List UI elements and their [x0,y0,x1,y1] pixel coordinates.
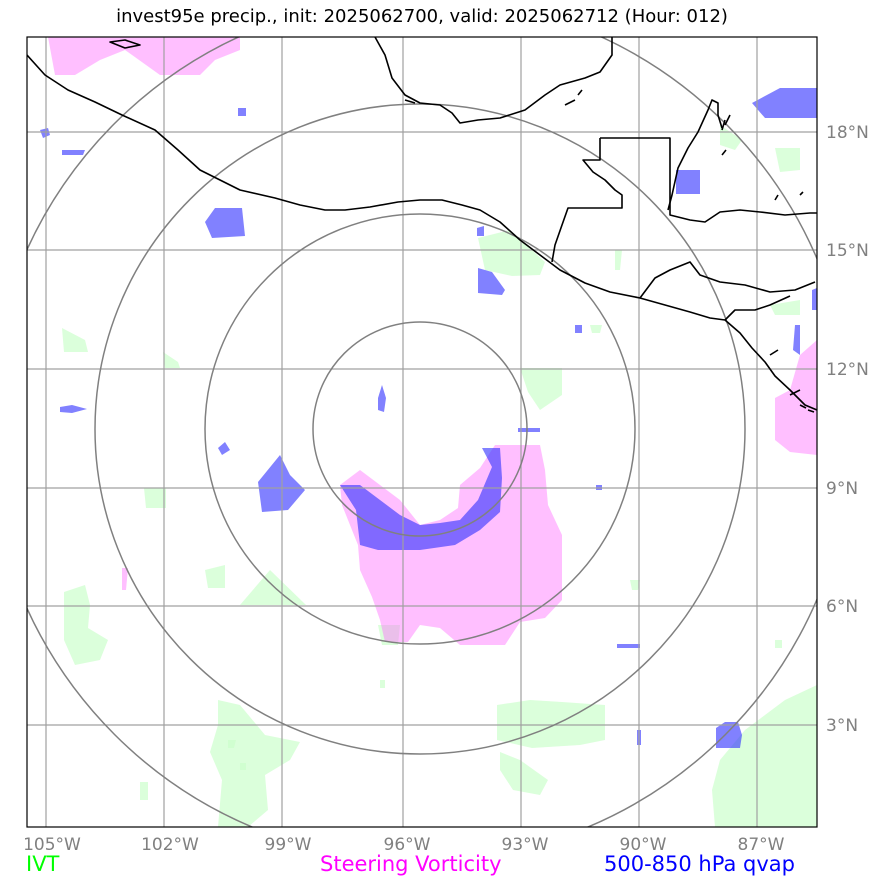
lat-label: 6°N [826,597,858,617]
map-title: invest95e precip., init: 2025062700, val… [116,6,728,27]
legend-ivt: IVT [26,852,60,876]
lat-label: 15°N [826,241,869,261]
coastlines [27,37,817,413]
lon-label: 90°W [620,835,667,855]
lon-label: 87°W [738,835,785,855]
qvap-contours [40,88,817,748]
legend-qvap: 500-850 hPa qvap [604,852,795,876]
lat-label: 12°N [826,360,869,380]
lon-label: 102°W [141,835,199,855]
lon-label: 93°W [502,835,549,855]
plot-frame [26,36,818,828]
lat-label: 18°N [826,123,869,143]
range-rings [27,37,817,827]
lat-tick-labels: 18°N 15°N 12°N 9°N 6°N 3°N [826,123,869,736]
vorticity-contours [48,37,817,645]
ivt-contours [62,125,817,827]
lon-label: 96°W [384,835,431,855]
lat-label: 9°N [826,479,858,499]
lon-label: 105°W [23,835,81,855]
graticule [27,37,817,827]
legend-vorticity: Steering Vorticity [320,852,502,876]
lon-tick-labels: 105°W 102°W 99°W 96°W 93°W 90°W 87°W [23,835,785,855]
lon-label: 99°W [265,835,312,855]
lat-label: 3°N [826,716,858,736]
